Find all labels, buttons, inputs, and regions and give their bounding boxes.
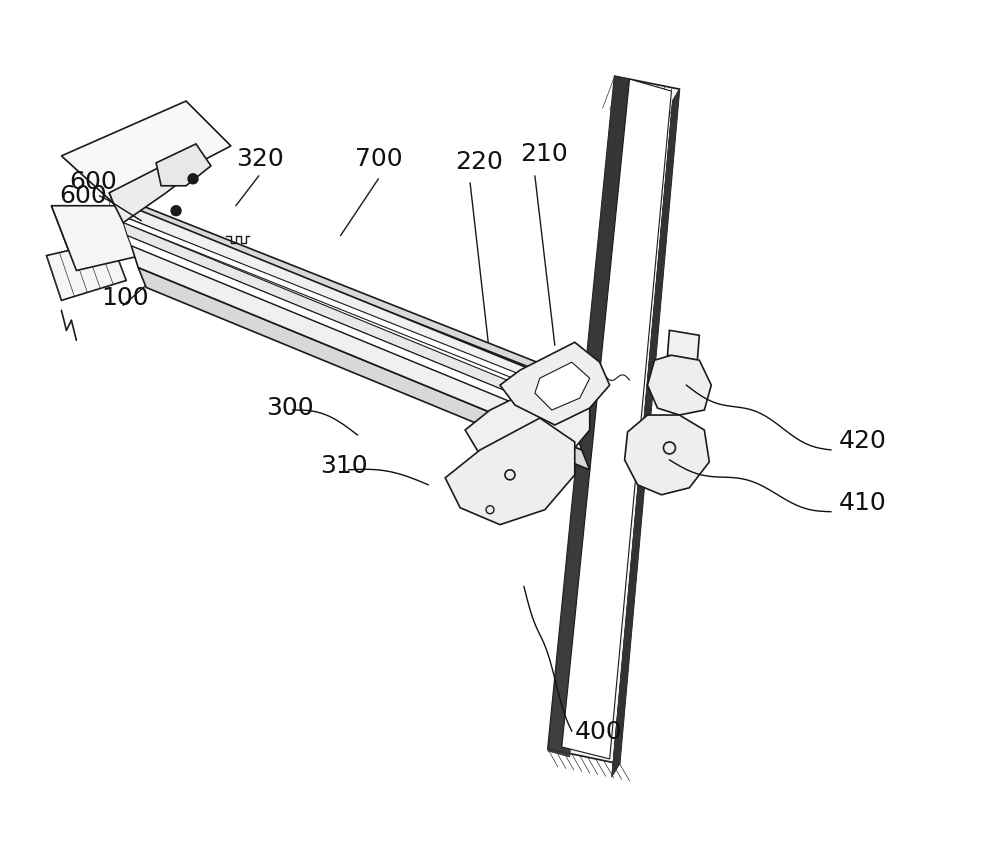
Text: 700: 700 <box>355 147 403 171</box>
Circle shape <box>171 206 181 215</box>
Polygon shape <box>131 246 582 450</box>
Text: 220: 220 <box>455 150 503 174</box>
Text: 310: 310 <box>321 454 368 478</box>
Polygon shape <box>109 164 179 223</box>
Polygon shape <box>138 267 590 470</box>
Polygon shape <box>61 101 231 206</box>
Polygon shape <box>625 415 709 494</box>
Circle shape <box>188 174 198 184</box>
Polygon shape <box>127 236 575 428</box>
Text: 320: 320 <box>236 147 284 171</box>
Polygon shape <box>548 76 679 764</box>
Polygon shape <box>562 79 671 759</box>
Polygon shape <box>156 144 211 186</box>
Polygon shape <box>465 378 590 475</box>
Polygon shape <box>445 418 575 525</box>
Text: 300: 300 <box>266 396 313 420</box>
Polygon shape <box>667 330 699 360</box>
Text: 600: 600 <box>59 184 107 208</box>
Polygon shape <box>46 241 126 300</box>
Text: 100: 100 <box>101 287 149 311</box>
Polygon shape <box>51 206 141 271</box>
Polygon shape <box>648 355 711 415</box>
Polygon shape <box>109 193 575 386</box>
Text: 600: 600 <box>69 170 117 194</box>
Polygon shape <box>535 363 590 410</box>
Polygon shape <box>121 215 568 400</box>
Text: 210: 210 <box>520 142 568 166</box>
Text: 420: 420 <box>839 429 887 453</box>
Polygon shape <box>500 342 610 425</box>
Polygon shape <box>123 223 572 418</box>
Polygon shape <box>116 201 575 400</box>
Text: 410: 410 <box>839 491 887 515</box>
Text: 400: 400 <box>575 720 623 744</box>
